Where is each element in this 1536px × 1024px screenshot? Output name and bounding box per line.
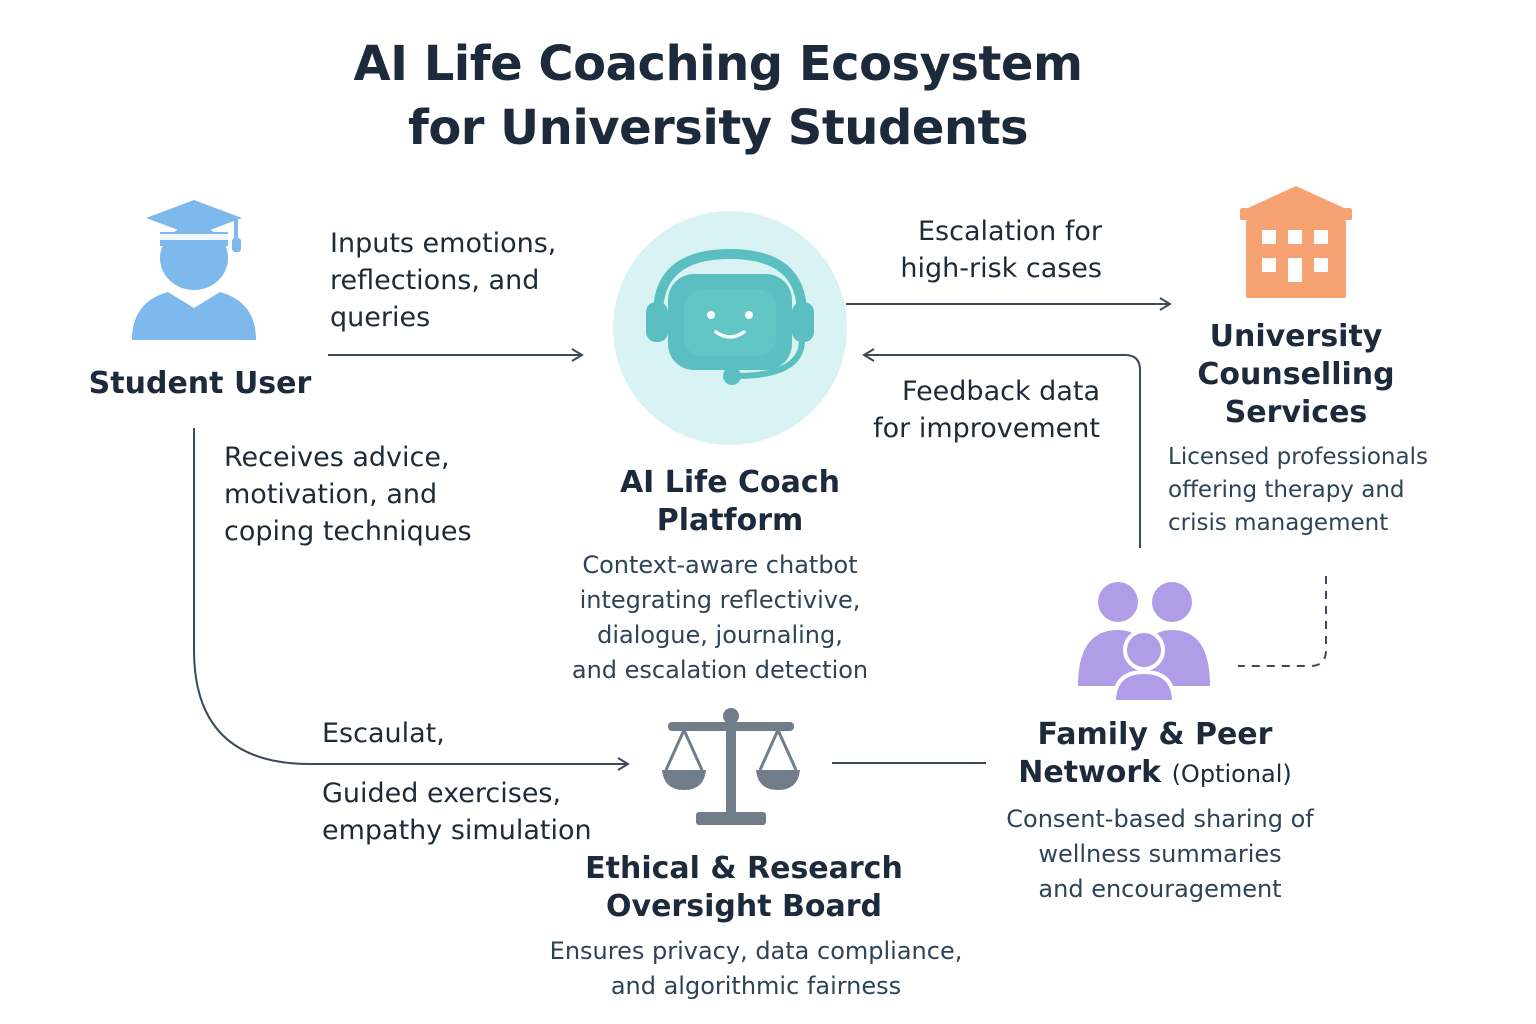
edge-receives-line-1: Receives advice,	[224, 439, 524, 476]
ethics-description: Ensures privacy, data compliance, and al…	[500, 934, 1012, 1004]
edge-label-receives: Receives advice, motivation, and coping …	[224, 439, 524, 550]
counselling-label: University Counselling Services	[1164, 318, 1428, 432]
platform-description: Context-aware chatbot integrating reflec…	[530, 548, 910, 688]
ethics-label-line-2: Oversight Board	[560, 888, 928, 926]
family-label-line-2: Network (Optional)	[990, 754, 1320, 793]
counselling-desc-line-3: crisis management	[1168, 507, 1488, 540]
platform-desc-line-4: and escalation detection	[530, 653, 910, 688]
student-user-label: Student User	[80, 365, 320, 403]
counselling-desc-line-1: Licensed professionals	[1168, 441, 1488, 474]
family-desc-line-1: Consent-based sharing of	[970, 802, 1350, 837]
edge-label-guided: Guided exercises, empathy simulation	[322, 775, 612, 849]
family-label-line-1: Family & Peer	[990, 716, 1320, 754]
edge-label-inputs: Inputs emotions, reflections, and querie…	[330, 225, 590, 336]
edge-label-feedback: Feedback data for improvement	[840, 373, 1100, 447]
robot-headset-icon	[612, 210, 848, 446]
ethics-desc-line-2: and algorithmic fairness	[500, 969, 1012, 1004]
scales-icon	[660, 708, 802, 826]
graduate-student-icon	[128, 196, 260, 346]
edge-inputs-line-2: reflections, and	[330, 262, 590, 299]
edge-label-escalation: Escalation for high-risk cases	[840, 213, 1102, 287]
building-icon	[1238, 186, 1354, 298]
family-desc-line-3: and encouragement	[970, 872, 1350, 907]
family-label-network: Network	[1018, 755, 1161, 790]
edge-inputs-line-3: queries	[330, 299, 590, 336]
edge-receives-line-2: motivation, and	[224, 476, 524, 513]
page-title: AI Life Coaching Ecosystem for Universit…	[318, 32, 1118, 160]
ethics-label-line-1: Ethical & Research	[560, 850, 928, 888]
platform-desc-line-2: integrating reflectivive,	[530, 583, 910, 618]
family-desc-line-2: wellness summaries	[970, 837, 1350, 872]
counselling-label-line-2: Counselling	[1164, 356, 1428, 394]
counselling-description: Licensed professionals offering therapy …	[1168, 441, 1488, 540]
platform-label: AI Life Coach Platform	[580, 464, 880, 540]
platform-label-line-1: AI Life Coach	[580, 464, 880, 502]
edge-guided-line-1: Guided exercises,	[322, 775, 612, 812]
platform-desc-line-1: Context-aware chatbot	[530, 548, 910, 583]
counselling-label-line-1: University	[1164, 318, 1428, 356]
edge-feedback-line-1: Feedback data	[840, 373, 1100, 410]
platform-label-line-2: Platform	[580, 502, 880, 540]
title-line-2: for University Students	[318, 96, 1118, 160]
edge-label-escaulat: Escaulat,	[322, 715, 522, 752]
family-description: Consent-based sharing of wellness summar…	[970, 802, 1350, 907]
people-group-icon	[1076, 580, 1212, 702]
edge-receives-line-3: coping techniques	[224, 513, 524, 550]
family-label: Family & Peer Network (Optional)	[990, 716, 1320, 793]
edge-inputs-line-1: Inputs emotions,	[330, 225, 590, 262]
ethics-desc-line-1: Ensures privacy, data compliance,	[500, 934, 1012, 969]
ethics-label: Ethical & Research Oversight Board	[560, 850, 928, 926]
family-label-optional: (Optional)	[1172, 760, 1292, 788]
edge-guided-line-2: empathy simulation	[322, 812, 612, 849]
edge-feedback-line-2: for improvement	[840, 410, 1100, 447]
platform-desc-line-3: dialogue, journaling,	[530, 618, 910, 653]
edge-escalation-line-1: Escalation for	[840, 213, 1102, 250]
counselling-label-line-3: Services	[1164, 394, 1428, 432]
edge-escalation-line-2: high-risk cases	[840, 250, 1102, 287]
edge-escaulat-line-1: Escaulat,	[322, 715, 522, 752]
title-line-1: AI Life Coaching Ecosystem	[318, 32, 1118, 96]
counselling-desc-line-2: offering therapy and	[1168, 474, 1488, 507]
dashed-counselling-family	[1238, 576, 1326, 666]
